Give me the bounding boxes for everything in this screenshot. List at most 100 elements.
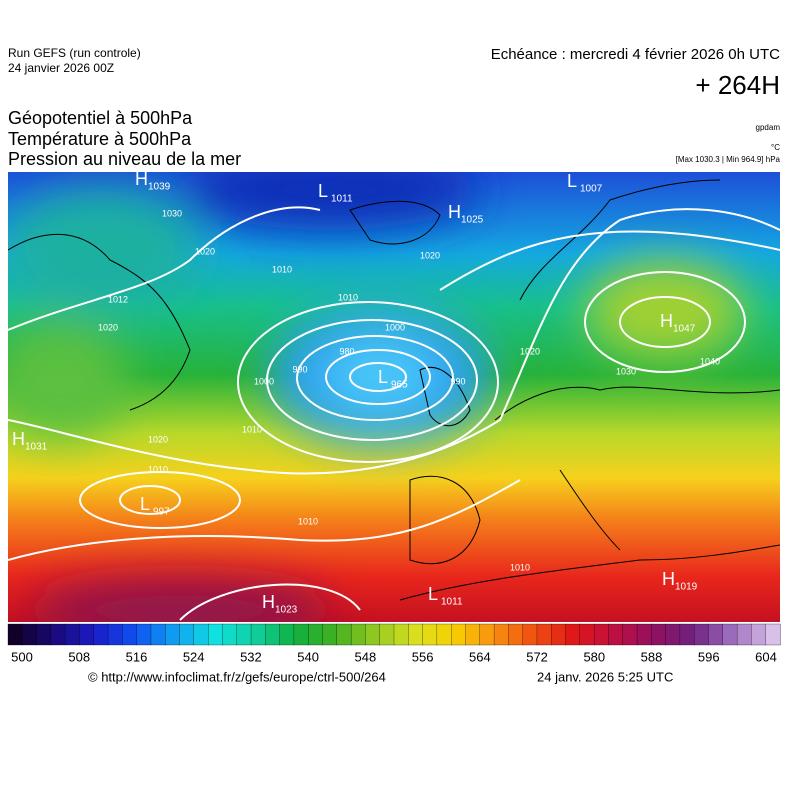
center-letter: L: [378, 367, 388, 387]
color-swatch: [493, 623, 510, 646]
map: 1030 1020 1012 1020 1010 1010 1020 1000 …: [8, 169, 780, 622]
color-swatch: [665, 623, 681, 646]
isobar-label: 1020: [520, 346, 540, 356]
center-letter: L: [140, 494, 150, 514]
center-value: 1047: [673, 324, 696, 335]
coastlines: [8, 179, 780, 601]
isobar-label: 1030: [616, 366, 636, 376]
header: Run GEFS (run controle) 24 janvier 2026 …: [8, 46, 781, 169]
color-swatch: [50, 623, 66, 646]
color-swatch: [579, 623, 595, 646]
isobar-label: 1010: [510, 562, 530, 572]
color-swatch: [422, 623, 438, 646]
isobar-label: 1010: [298, 516, 318, 526]
color-swatch: [651, 623, 667, 646]
colorbar: 500 508 516 524 532 540 548 556 564 572 580 588 596 6…: [7, 623, 781, 664]
center-letter: H: [662, 569, 675, 589]
title: Pression au niveau de la mer: [8, 149, 241, 169]
center-value: 1025: [461, 215, 484, 226]
isobar-label: 1010: [242, 424, 262, 434]
colorbar-tick-label: 540: [297, 649, 319, 664]
color-swatch: [22, 623, 38, 646]
center-letter: H: [135, 169, 148, 189]
isobars: [8, 206, 780, 621]
isobar-label: 1010: [148, 464, 168, 474]
color-swatch: [565, 623, 581, 646]
isobar-label: 1012: [108, 294, 128, 304]
center-letter: H: [12, 429, 25, 449]
color-swatch: [93, 623, 109, 646]
color-swatch: [465, 623, 481, 646]
color-swatch: [593, 623, 610, 646]
colorbar-tick-label: 532: [240, 649, 262, 664]
color-swatch: [451, 623, 467, 646]
color-swatch: [508, 623, 524, 646]
center-value: 1039: [148, 182, 171, 193]
color-swatch: [336, 623, 352, 646]
color-swatch: [365, 623, 381, 646]
color-swatch: [350, 623, 367, 646]
center-letter: H: [448, 202, 461, 222]
colorbar-tick-label: 564: [469, 649, 491, 664]
color-swatch: [7, 623, 23, 646]
center-letter: H: [262, 592, 275, 612]
color-swatch: [136, 623, 152, 646]
color-swatch: [265, 623, 281, 646]
source: © http://www.infoclimat.fr/z/gefs/europe…: [88, 669, 386, 684]
color-swatch: [122, 623, 138, 646]
colorbar-tick-label: 548: [355, 649, 377, 664]
color-swatch: [379, 623, 395, 646]
color-swatch: [679, 623, 695, 646]
color-swatch: [179, 623, 195, 646]
colorbar-tick-label: 588: [641, 649, 663, 664]
isobar-label: 990: [292, 364, 307, 374]
isobar-label: 1010: [272, 264, 292, 274]
colorbar-tick-label: 508: [68, 649, 90, 664]
color-swatch: [408, 623, 424, 646]
colorbar-tick-label: 556: [412, 649, 434, 664]
colorbar-tick-label: 572: [526, 649, 548, 664]
color-swatch: [308, 623, 324, 646]
colorbar-tick-label: 500: [11, 649, 33, 664]
color-swatch: [236, 623, 252, 646]
center-value: 997: [153, 507, 170, 518]
unit: [Max 1030.3 | Min 964.9] hPa: [676, 155, 781, 164]
colorbar-tick-label: 524: [183, 649, 205, 664]
color-swatch: [436, 623, 452, 646]
center-value: 1023: [275, 605, 298, 616]
center-value: 1007: [580, 184, 603, 195]
color-swatch: [736, 623, 753, 646]
color-swatch: [708, 623, 724, 646]
color-swatch: [393, 623, 409, 646]
unit: °C: [771, 143, 780, 152]
color-swatch: [765, 623, 781, 646]
isobar-label: 1030: [162, 208, 182, 218]
color-swatch: [522, 623, 538, 646]
title: Température à 500hPa: [8, 129, 192, 149]
center-value: 1019: [675, 582, 698, 593]
isobar-label: 1000: [385, 322, 405, 332]
center-letter: H: [660, 311, 673, 331]
run-date: 24 janvier 2026 00Z: [8, 61, 114, 75]
color-swatch: [322, 623, 338, 646]
color-swatch: [608, 623, 624, 646]
unit: gpdam: [756, 123, 781, 132]
color-swatch: [622, 623, 638, 646]
color-swatch: [150, 623, 166, 646]
color-swatch: [107, 623, 124, 646]
center-value: 1011: [441, 597, 463, 608]
center-letter: L: [428, 584, 438, 604]
colorbar-tick-label: 516: [126, 649, 148, 664]
run: Run GEFS (run controle): [8, 46, 141, 60]
isobar-label: 1020: [195, 246, 215, 256]
isobar-label: 1020: [148, 434, 168, 444]
isobar-label: 980: [339, 346, 354, 356]
color-swatch: [293, 623, 309, 646]
color-swatch: [751, 623, 767, 646]
color-swatch: [165, 623, 181, 646]
color-swatch: [694, 623, 710, 646]
color-swatch: [250, 623, 266, 646]
color-swatch: [636, 623, 652, 646]
isobar-label: 1040: [700, 356, 720, 366]
isobar-label: 990: [450, 376, 465, 386]
